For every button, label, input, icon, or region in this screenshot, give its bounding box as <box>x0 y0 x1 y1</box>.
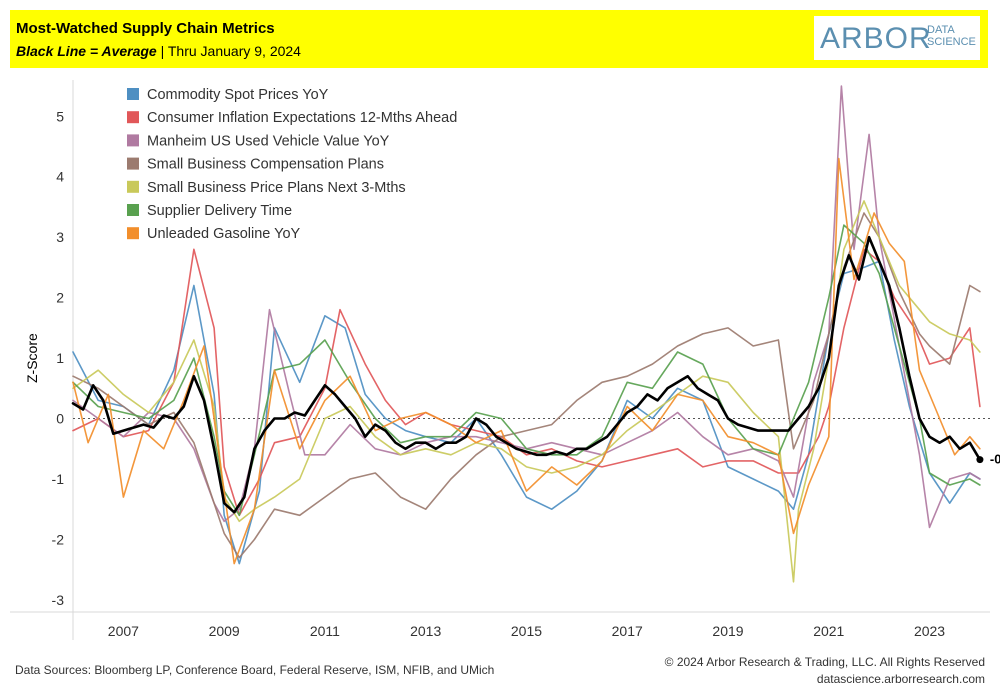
data-sources: Data Sources: Bloomberg LP, Conference B… <box>15 663 495 677</box>
y-tick-label: 4 <box>56 169 64 185</box>
x-tick-label: 2023 <box>914 623 945 639</box>
series-line-small-business-compensation-plans <box>72 212 981 559</box>
series-line-small-business-price-plans-next-3-mths <box>72 200 981 583</box>
x-tick-label: 2013 <box>410 623 441 639</box>
x-tick-label: 2011 <box>310 623 340 639</box>
y-tick-label: -2 <box>52 531 65 547</box>
y-tick-label: 0 <box>56 411 64 427</box>
legend-label: Manheim US Used Vehicle Value YoY <box>147 133 390 149</box>
legend-label: Unleaded Gasoline YoY <box>147 226 301 242</box>
legend-label: Small Business Compensation Plans <box>147 157 384 173</box>
logo-subtext: DATA SCIENCE <box>927 24 976 48</box>
logo-line-2: SCIENCE <box>927 36 976 48</box>
legend-swatch <box>127 180 139 193</box>
website-link[interactable]: datascience.arborresearch.com <box>816 672 985 686</box>
y-tick-label: 3 <box>56 229 64 245</box>
legend-label: Consumer Inflation Expectations 12-Mths … <box>147 110 457 126</box>
y-tick-label: 1 <box>56 350 64 366</box>
x-tick-label: 2019 <box>712 623 743 639</box>
y-tick-label: -3 <box>52 592 65 608</box>
subtitle-average-note: Black Line = Average <box>16 43 157 59</box>
legend-label: Supplier Delivery Time <box>147 203 292 219</box>
chart-title: Most-Watched Supply Chain Metrics <box>16 20 275 37</box>
average-end-label: -0.68 <box>990 452 1000 467</box>
y-tick-label: -1 <box>52 471 65 487</box>
legend-swatch <box>127 227 139 240</box>
y-tick-label: 5 <box>56 108 64 124</box>
y-axis-title: Z-Score <box>24 333 40 383</box>
logo-line-1: DATA <box>927 24 955 36</box>
series-line-unleaded-gasoline-yoy <box>72 157 981 565</box>
header-banner: Most-Watched Supply Chain Metrics Black … <box>10 10 988 68</box>
logo-word: ARBOR <box>820 22 932 55</box>
x-tick-label: 2015 <box>511 623 542 639</box>
legend-label: Commodity Spot Prices YoY <box>147 87 329 103</box>
series-line-manheim-us-used-vehicle-value-yoy <box>72 85 981 529</box>
legend-swatch <box>127 134 139 147</box>
legend-label: Small Business Price Plans Next 3-Mths <box>147 180 406 196</box>
legend-swatch <box>127 157 139 170</box>
arbor-logo: ARBOR DATA SCIENCE <box>814 16 980 60</box>
legend-swatch <box>127 204 139 216</box>
y-tick-label: 2 <box>56 290 64 306</box>
series-line-average <box>71 235 982 514</box>
legend-swatch <box>127 111 139 124</box>
x-tick-label: 2017 <box>612 623 643 639</box>
x-tick-label: 2021 <box>813 623 844 639</box>
x-tick-label: 2009 <box>209 623 240 639</box>
x-tick-label: 2007 <box>108 623 139 639</box>
copyright-text: © 2024 Arbor Research & Trading, LLC. Al… <box>664 655 985 669</box>
subtitle-date: | Thru January 9, 2024 <box>156 43 301 59</box>
footer-right: © 2024 Arbor Research & Trading, LLC. Al… <box>665 654 985 688</box>
chart-subtitle: Black Line = Average | Thru January 9, 2… <box>16 43 301 59</box>
legend-swatch <box>127 88 139 100</box>
average-end-marker <box>976 456 984 464</box>
